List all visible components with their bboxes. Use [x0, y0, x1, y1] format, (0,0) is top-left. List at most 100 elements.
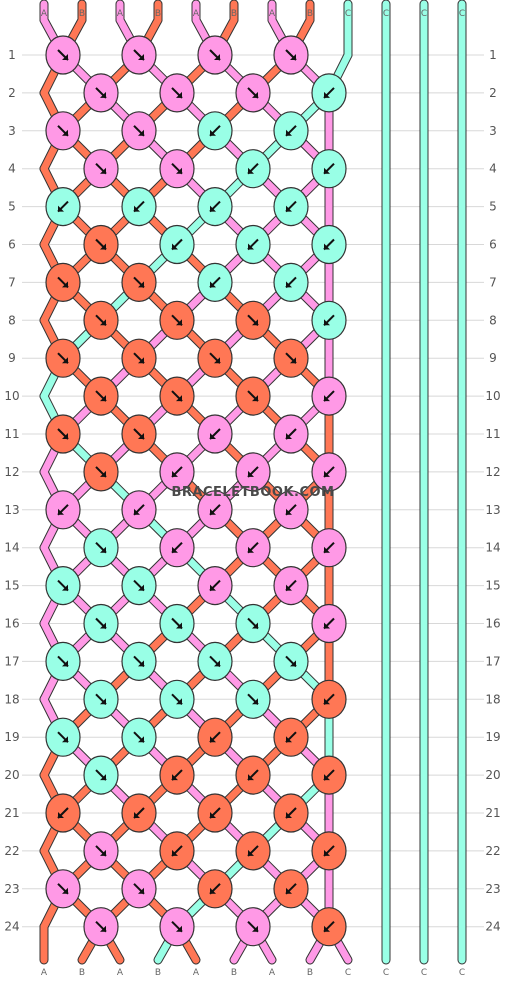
arrow-head-icon [286, 736, 292, 743]
knot [311, 603, 347, 644]
knot [235, 528, 271, 568]
row-label-left: 9 [8, 351, 16, 365]
knot [273, 262, 309, 302]
arrow-head-icon [210, 508, 216, 515]
arrow-head-icon [58, 812, 64, 818]
row-label-right: 21 [485, 806, 500, 820]
arrow-head-icon [324, 774, 330, 781]
knot [273, 717, 309, 757]
strand-label: A [41, 9, 48, 19]
arrow-head-icon [138, 660, 144, 667]
knot [273, 565, 309, 606]
arrow-head-icon [62, 660, 68, 667]
knot [197, 869, 233, 909]
knot [273, 111, 309, 151]
arrow-head-icon [286, 508, 292, 515]
knot [235, 907, 271, 947]
arrow-head-icon [324, 546, 330, 553]
arrow-head-icon [286, 812, 292, 818]
row-label-right: 19 [485, 730, 500, 744]
row-label-right: 8 [489, 313, 497, 327]
row-label-left: 3 [8, 124, 16, 138]
strand-label: C [421, 9, 427, 19]
knot [83, 528, 119, 568]
arrow-head-icon [324, 167, 330, 174]
arrow-head-icon [324, 849, 330, 856]
arrow-head-icon [100, 925, 106, 932]
knot [83, 755, 119, 795]
knot [159, 452, 195, 492]
knot [273, 869, 309, 909]
arrow-head-icon [324, 698, 330, 705]
strand-label: C [345, 9, 351, 19]
knot [197, 35, 233, 75]
arrow-head-icon [286, 129, 292, 136]
knot [121, 111, 157, 151]
arrow-head-icon [248, 774, 254, 781]
strand-label: C [421, 968, 427, 978]
arrow-head-icon [176, 91, 182, 98]
arrow-head-icon [62, 736, 68, 743]
knot [121, 187, 157, 227]
arrow-head-icon [172, 774, 178, 781]
arrow-head-icon [248, 849, 254, 856]
arrow-head-icon [100, 698, 106, 705]
arrow-head-icon [58, 205, 64, 212]
arrow-head-icon [176, 319, 182, 326]
arrow-head-icon [210, 736, 216, 743]
knot [311, 149, 347, 189]
knot [121, 262, 157, 302]
arrow-head-icon [134, 812, 140, 818]
row-label-right: 3 [489, 124, 497, 138]
knot [197, 565, 233, 606]
knot [45, 414, 81, 454]
row-label-right: 1 [489, 48, 497, 62]
row-label-right: 10 [485, 389, 500, 403]
row-label-left: 24 [4, 920, 19, 934]
arrow-head-icon [210, 812, 216, 818]
row-label-right: 7 [489, 275, 497, 289]
knot-grid [45, 35, 347, 947]
knot [83, 831, 119, 871]
row-label-left: 8 [8, 313, 16, 327]
arrow-head-icon [100, 470, 106, 477]
arrow-head-icon [62, 129, 68, 136]
knot [83, 300, 119, 340]
arrow-head-icon [62, 357, 68, 364]
arrow-head-icon [100, 774, 106, 781]
row-label-left: 5 [8, 200, 16, 214]
knot [311, 376, 347, 416]
knot [311, 73, 347, 113]
knot [273, 338, 309, 378]
knot [273, 187, 309, 227]
arrow-head-icon [324, 925, 330, 932]
knot [159, 224, 195, 265]
knot [45, 869, 81, 909]
knot [121, 490, 157, 530]
strand-label: B [79, 9, 85, 19]
row-label-right: 18 [485, 692, 500, 706]
knot [311, 831, 347, 871]
arrow-head-icon [100, 849, 106, 856]
arrow-head-icon [100, 546, 106, 553]
arrow-head-icon [100, 395, 106, 402]
strand-label: A [269, 968, 276, 978]
arrow-head-icon [286, 281, 292, 288]
row-label-right: 2 [489, 86, 497, 100]
row-label-left: 10 [4, 389, 19, 403]
arrow-head-icon [252, 319, 258, 326]
strand-label: C [459, 968, 465, 978]
knot [83, 452, 119, 492]
strand-label: C [345, 968, 351, 978]
row-label-left: 16 [4, 617, 19, 631]
arrow-head-icon [210, 205, 216, 212]
row-label-left: 6 [8, 238, 16, 252]
knot [121, 717, 157, 757]
arrow-head-icon [252, 622, 258, 629]
arrow-head-icon [138, 357, 144, 364]
arrow-head-icon [324, 470, 330, 477]
row-label-right: 17 [485, 654, 500, 668]
arrow-head-icon [62, 584, 68, 591]
arrow-head-icon [210, 281, 216, 288]
knot [83, 376, 119, 416]
